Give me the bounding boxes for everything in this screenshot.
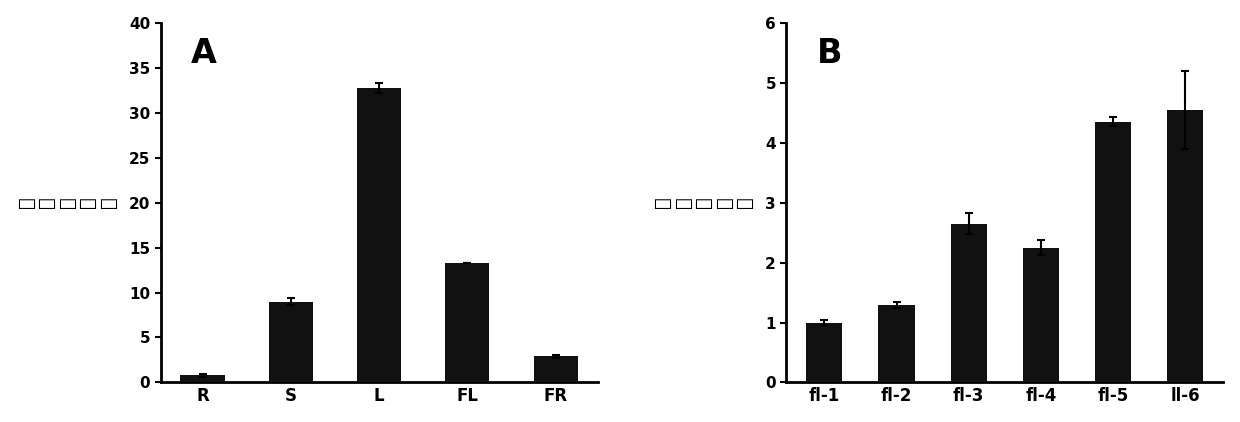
Text: B: B	[817, 37, 842, 70]
Bar	[1023, 248, 1059, 382]
Bar	[951, 224, 987, 382]
Text: A: A	[191, 37, 217, 70]
Y-axis label: 相
对
表
达
量: 相 对 表 达 量	[16, 197, 118, 208]
Bar	[878, 305, 915, 382]
Bar	[1167, 110, 1204, 382]
Bar	[445, 263, 490, 382]
Bar	[181, 375, 224, 382]
Y-axis label: 相
对
表
达
量: 相 对 表 达 量	[653, 197, 754, 208]
Bar	[357, 88, 401, 382]
Bar	[806, 322, 842, 382]
Bar	[269, 301, 312, 382]
Bar	[1095, 122, 1131, 382]
Bar	[533, 357, 578, 382]
